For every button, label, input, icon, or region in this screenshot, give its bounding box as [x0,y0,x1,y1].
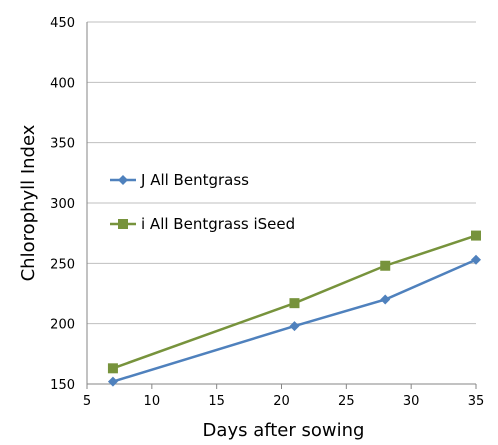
data-point-1 [289,321,300,332]
x-tick-label: 35 [468,394,485,409]
x-tick-label: 10 [144,394,161,409]
y-tick-label: 300 [50,197,75,212]
legend-label-1: J All Bentgrass [140,171,249,189]
data-point-2 [380,260,391,271]
data-point-1 [380,294,391,305]
axes [86,22,477,389]
data-point-1 [471,254,481,265]
x-tick-label: 15 [208,394,225,409]
data-point-2 [289,298,300,309]
x-tick-labels: 5 10 15 20 25 30 35 [83,394,484,409]
legend: J All Bentgrass i All Bentgrass iSeed [110,171,295,233]
legend-marker-2 [118,219,128,229]
y-tick-labels: 150 200 250 300 350 400 450 [50,16,75,393]
y-tick-label: 200 [50,318,75,333]
data-point-1 [107,376,118,387]
y-tick-label: 400 [50,76,75,91]
data-point-2 [107,363,118,374]
data-point-2 [471,230,481,241]
x-tick-label: 5 [83,394,91,409]
x-tick-label: 25 [338,394,355,409]
series-group [107,230,481,387]
series-line-1 [112,258,477,383]
y-tick-label: 150 [50,378,75,393]
legend-label-2: i All Bentgrass iSeed [141,215,295,233]
x-tick-label: 30 [403,394,420,409]
x-axis-title: Days after sowing [203,420,365,441]
x-tick-label: 20 [273,394,290,409]
gridlines [87,21,476,325]
legend-marker-1 [118,175,128,185]
y-axis-title: Chlorophyll Index [18,124,39,281]
y-tick-label: 350 [50,137,75,152]
series-line-2 [112,234,477,370]
y-tick-label: 250 [50,257,75,272]
y-tick-label: 450 [50,16,75,31]
